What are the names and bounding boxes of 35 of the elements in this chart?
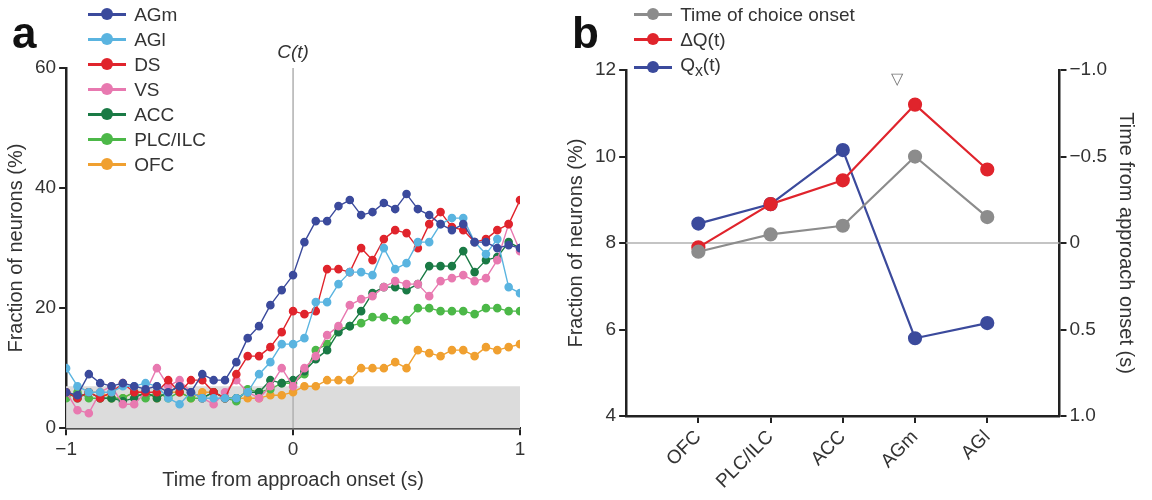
y-tick-label: 40 [34,176,57,198]
legend-label: VS [134,78,160,102]
x-tick-label: −1 [55,437,77,459]
legend-label: Time of choice onset [680,3,855,27]
chart-title: b [572,8,599,58]
y-tick-label: 12 [594,58,617,80]
x-tick-label: 0 [287,437,299,459]
legend-label: DS [134,53,161,77]
y-tick-label: 6 [605,317,617,339]
y-axis-title: Fraction of neurons (%) [563,138,586,348]
annotation: ▽ [890,70,904,88]
y-tick-label: 4 [605,404,617,426]
legend-label: ΔQ(t) [680,28,726,52]
y2-tick-label: 0 [1069,231,1081,253]
x-tick-label: AGl [956,425,994,464]
legend-label: PLC/ILC [134,128,206,152]
y2-tick-label: −0.5 [1069,144,1108,166]
y-tick-label: 8 [605,231,617,253]
legend-label: Q$_{x}$(t) [680,53,721,81]
legend-label: ACC [134,103,175,127]
y-axis-title: Fraction of neurons (%) [3,143,26,353]
x-axis-title: Time from approach onset (s) [162,467,424,490]
y-tick-label: 20 [34,296,57,318]
x-tick-label: 1 [514,437,526,459]
y-tick-label: 60 [34,56,57,78]
legend-label: AGm [134,3,178,27]
ref-line-label: C(t) [277,40,309,62]
chart-title: a [12,8,37,58]
y2-tick-label: −1.0 [1069,58,1108,80]
legend-label: OFC [134,153,175,177]
y2-axis-title: Time from approach onset (s) [1116,112,1139,374]
y-tick-label: 10 [594,144,617,166]
y2-tick-label: 0.5 [1069,317,1096,339]
y2-tick-label: 1.0 [1069,404,1096,426]
legend-label: AGl [134,28,166,52]
